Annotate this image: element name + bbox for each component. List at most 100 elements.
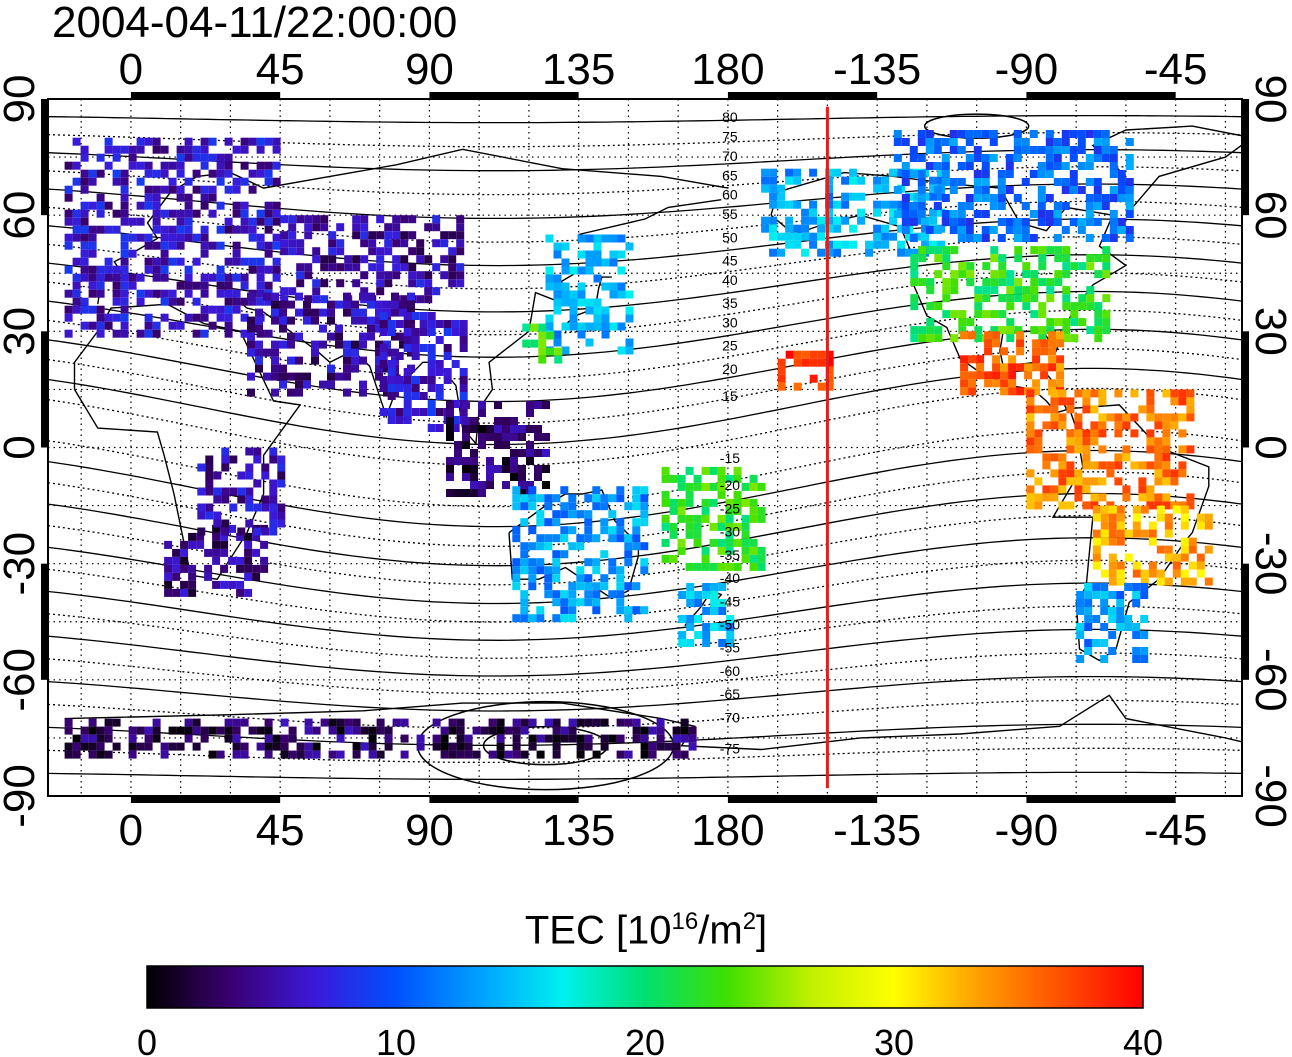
tec-cell — [881, 184, 890, 193]
tec-cell — [957, 218, 966, 226]
tec-cell — [164, 588, 173, 597]
map-frame — [41, 92, 1249, 803]
tec-cell — [825, 350, 834, 359]
tec-cell — [1116, 537, 1125, 546]
tec-cell — [1045, 170, 1054, 178]
tec-cell — [478, 441, 486, 449]
tec-cell — [1022, 286, 1031, 295]
tec-cell — [990, 326, 999, 335]
tec-cell — [1186, 501, 1195, 510]
tec-cell — [526, 441, 534, 449]
tec-cell — [229, 503, 238, 512]
tec-cell — [244, 548, 253, 557]
tec-cell — [120, 313, 129, 322]
tec-cell — [88, 726, 97, 735]
tec-cell — [701, 554, 710, 563]
tec-cell — [462, 417, 470, 425]
tec-cell — [172, 572, 181, 581]
lon-tick-bottom: 45 — [256, 806, 305, 855]
tec-cell — [1108, 577, 1117, 586]
tec-cell — [496, 750, 505, 759]
tec-cell — [494, 441, 502, 449]
tec-cell — [1196, 569, 1205, 578]
tec-cell — [1066, 437, 1075, 446]
tec-cell — [1109, 162, 1118, 170]
tec-cell — [917, 170, 926, 178]
tec-region-australia — [512, 486, 649, 623]
tec-cell — [510, 425, 518, 433]
tec-cell — [200, 273, 209, 282]
tec-cell — [1056, 339, 1065, 348]
tec-cell — [534, 425, 542, 433]
tec-cell — [427, 360, 436, 368]
tec-cell — [536, 510, 545, 519]
tec-cell — [224, 305, 233, 314]
tec-cell — [279, 372, 287, 381]
lon-tick-bottom: 90 — [405, 806, 454, 855]
frame-bar-bottom — [130, 797, 281, 803]
tec-cell — [1000, 387, 1009, 396]
contour-label: -65 — [720, 686, 740, 702]
tec-cell — [686, 599, 695, 607]
tec-cell — [459, 344, 468, 352]
tec-cell — [494, 465, 502, 473]
tec-cell — [128, 726, 137, 735]
tec-cell — [917, 138, 926, 146]
tec-cell — [320, 215, 329, 224]
tec-cell — [379, 344, 388, 352]
tec-cell — [224, 273, 233, 282]
tec-cell — [777, 248, 786, 257]
tec-cell — [120, 305, 129, 314]
tec-cell — [192, 313, 201, 322]
tec-cell — [264, 265, 273, 274]
tec-cell — [343, 364, 351, 373]
tec-cell — [255, 308, 263, 317]
tec-cell — [255, 348, 263, 357]
tec-region-antarctica — [64, 718, 697, 759]
tec-cell — [992, 363, 1001, 372]
tec-cell — [1122, 413, 1131, 422]
tec-cell — [1038, 278, 1047, 287]
tec-cell — [1170, 397, 1179, 406]
colorbar-title-exp2: 2 — [742, 908, 757, 935]
tec-cell — [256, 161, 265, 170]
tec-cell — [685, 514, 694, 523]
tec-cell — [518, 473, 526, 481]
tec-cell — [336, 718, 345, 727]
tec-cell — [1034, 501, 1043, 510]
tec-cell — [512, 614, 521, 623]
tec-cell — [1170, 389, 1179, 398]
tec-cell — [440, 231, 449, 240]
tec-cell — [1037, 210, 1046, 218]
tec-cell — [88, 281, 97, 290]
tec-cell — [1040, 339, 1049, 348]
tec-cell — [72, 209, 81, 218]
tec-cell — [1074, 445, 1083, 454]
tec-cell — [929, 176, 938, 185]
tec-cell — [793, 224, 802, 233]
tec-cell — [609, 250, 618, 259]
tec-cell — [375, 308, 383, 317]
tec-cell — [336, 247, 345, 256]
tec-cell — [989, 138, 998, 146]
tec-cell — [375, 340, 383, 349]
tec-cell — [419, 344, 428, 352]
tec-cell — [64, 265, 73, 274]
tec-cell — [192, 209, 201, 218]
tec-cell — [427, 320, 436, 328]
tec-cell — [264, 137, 273, 146]
tec-cell — [168, 321, 177, 330]
contour-label: 80 — [722, 109, 738, 125]
tec-cell — [360, 255, 369, 264]
tec-cell — [949, 146, 958, 154]
tec-cell — [1030, 286, 1039, 295]
tec-cell — [376, 263, 385, 272]
tec-cell — [376, 247, 385, 256]
tec-cell — [981, 162, 990, 170]
tec-cell — [542, 465, 550, 473]
tec-cell — [335, 372, 343, 381]
tec-cell — [889, 168, 898, 177]
tec-cell — [584, 526, 593, 535]
tec-cell — [1066, 397, 1075, 406]
tec-cell — [910, 302, 919, 311]
